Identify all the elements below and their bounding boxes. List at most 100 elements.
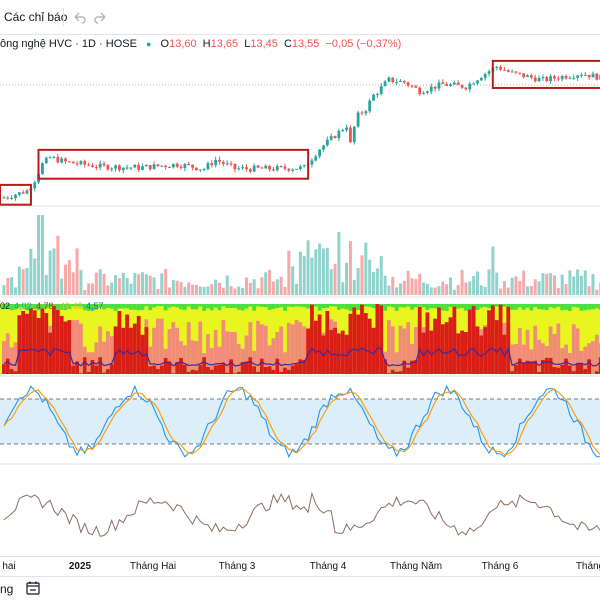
money-flow-red-bar: [144, 327, 149, 374]
money-flow-salmon-bar: [182, 345, 187, 374]
candle-body: [460, 84, 464, 88]
money-flow-salmon-bar: [548, 326, 553, 374]
money-flow-green-bar: [494, 304, 499, 307]
money-flow-salmon-bar: [225, 331, 230, 374]
candle-body: [452, 82, 456, 85]
money-flow-green-bar: [279, 304, 284, 308]
volume-bar: [144, 274, 148, 295]
candle-body: [556, 78, 560, 80]
money-flow-salmon-bar: [533, 325, 538, 374]
volume-bar: [398, 283, 402, 295]
money-flow-red-bar: [417, 306, 422, 374]
money-flow-salmon-bar: [267, 345, 272, 374]
volume-bar: [356, 268, 360, 295]
money-flow-red-bar: [221, 362, 226, 374]
calendar-range-icon[interactable]: [26, 581, 40, 600]
money-flow-red-bar: [567, 365, 572, 374]
undo-icon[interactable]: [72, 0, 86, 34]
change-value: −0,05 (−0,37%): [325, 38, 402, 50]
chart-area[interactable]: [0, 34, 600, 556]
money-flow-red-bar: [425, 312, 430, 374]
volume-bar: [541, 273, 545, 295]
money-flow-green-bar: [333, 304, 337, 307]
indicators-button[interactable]: Các chỉ báo: [4, 10, 68, 24]
money-flow-green-bar: [113, 304, 118, 311]
candle-body: [379, 86, 383, 94]
volume-bar: [129, 283, 133, 295]
volume-bar: [187, 282, 191, 295]
money-flow-green-bar: [256, 304, 260, 307]
money-flow-salmon-bar: [302, 326, 307, 374]
money-flow-salmon-bar: [190, 340, 195, 374]
volume-bar: [29, 248, 33, 295]
money-flow-green-bar: [179, 304, 183, 310]
volume-bar: [167, 287, 171, 295]
volume-bar: [229, 286, 233, 295]
volume-bar: [475, 271, 479, 295]
money-flow-green-bar: [417, 304, 422, 307]
candle-body: [248, 169, 252, 172]
candle-body: [272, 169, 275, 171]
money-flow-red-bar: [444, 322, 449, 374]
candle-body: [71, 161, 75, 164]
volume-bar: [87, 283, 91, 295]
candle-body: [291, 169, 295, 171]
money-flow-red-bar: [209, 369, 214, 374]
volume-bar: [352, 279, 356, 295]
candle-body: [225, 163, 229, 165]
money-flow-salmon-bar: [94, 342, 99, 374]
x-tick-label: Tháng: [575, 561, 600, 572]
volume-bar: [206, 286, 210, 295]
volume-bar: [60, 278, 64, 295]
volume-bar: [214, 279, 218, 295]
x-tick-label: Tháng Năm: [389, 561, 443, 572]
money-flow-green-bar: [156, 304, 160, 307]
volume-bar: [79, 269, 83, 295]
volume-bar: [287, 250, 291, 295]
money-flow-red-bar: [394, 371, 399, 374]
bottom-bar-text[interactable]: ng: [0, 582, 14, 596]
money-flow-red-bar: [225, 372, 230, 374]
volume-bar: [156, 289, 160, 295]
money-flow-salmon-bar: [175, 327, 180, 374]
money-flow-red-bar: [163, 357, 168, 374]
money-flow-red-bar: [440, 324, 445, 374]
volume-bar: [6, 278, 10, 295]
money-flow-red-bar: [125, 314, 130, 374]
volume-bar: [252, 279, 256, 295]
money-flow-red-bar: [521, 362, 526, 374]
money-flow-green-bar: [194, 304, 199, 310]
top-toolbar: Các chỉ báo: [0, 0, 600, 35]
money-flow-red-bar: [267, 366, 272, 374]
volume-bar: [479, 285, 483, 295]
money-flow-red-bar: [132, 323, 137, 374]
symbol-legend: ông nghệ HVC · 1D · HOSE ● O13,60 H13,65…: [0, 38, 401, 54]
money-flow-red-bar: [40, 308, 45, 374]
candle-body: [510, 71, 514, 73]
money-flow-salmon-bar: [179, 341, 183, 374]
volume-bar: [372, 272, 376, 295]
candle-body: [168, 166, 171, 168]
redo-icon[interactable]: [94, 0, 108, 34]
money-flow-green-bar: [186, 304, 191, 307]
money-flow-green-bar: [487, 304, 491, 309]
symbol-title[interactable]: ông nghệ HVC · 1D · HOSE: [0, 38, 137, 50]
candle-body: [125, 167, 129, 169]
candle-body: [237, 168, 241, 170]
money-flow-red-bar: [514, 364, 518, 374]
volume-bar: [379, 256, 383, 295]
money-flow-green-bar: [217, 304, 222, 311]
money-flow-green-bar: [105, 304, 110, 308]
volume-bar: [137, 274, 141, 295]
volume-bar: [583, 270, 587, 295]
money-flow-salmon-bar: [560, 348, 565, 374]
candle-body: [426, 91, 429, 94]
money-flow-green-bar: [502, 304, 507, 307]
time-axis[interactable]: hai 2025 Tháng Hai Tháng 3 Tháng 4 Tháng…: [0, 556, 600, 577]
money-flow-green-bar: [198, 304, 203, 307]
candle-body: [325, 139, 329, 146]
money-flow-green-bar: [40, 304, 45, 310]
money-flow-green-bar: [229, 304, 233, 308]
money-flow-red-bar: [494, 320, 499, 374]
money-flow-red-bar: [317, 314, 322, 374]
